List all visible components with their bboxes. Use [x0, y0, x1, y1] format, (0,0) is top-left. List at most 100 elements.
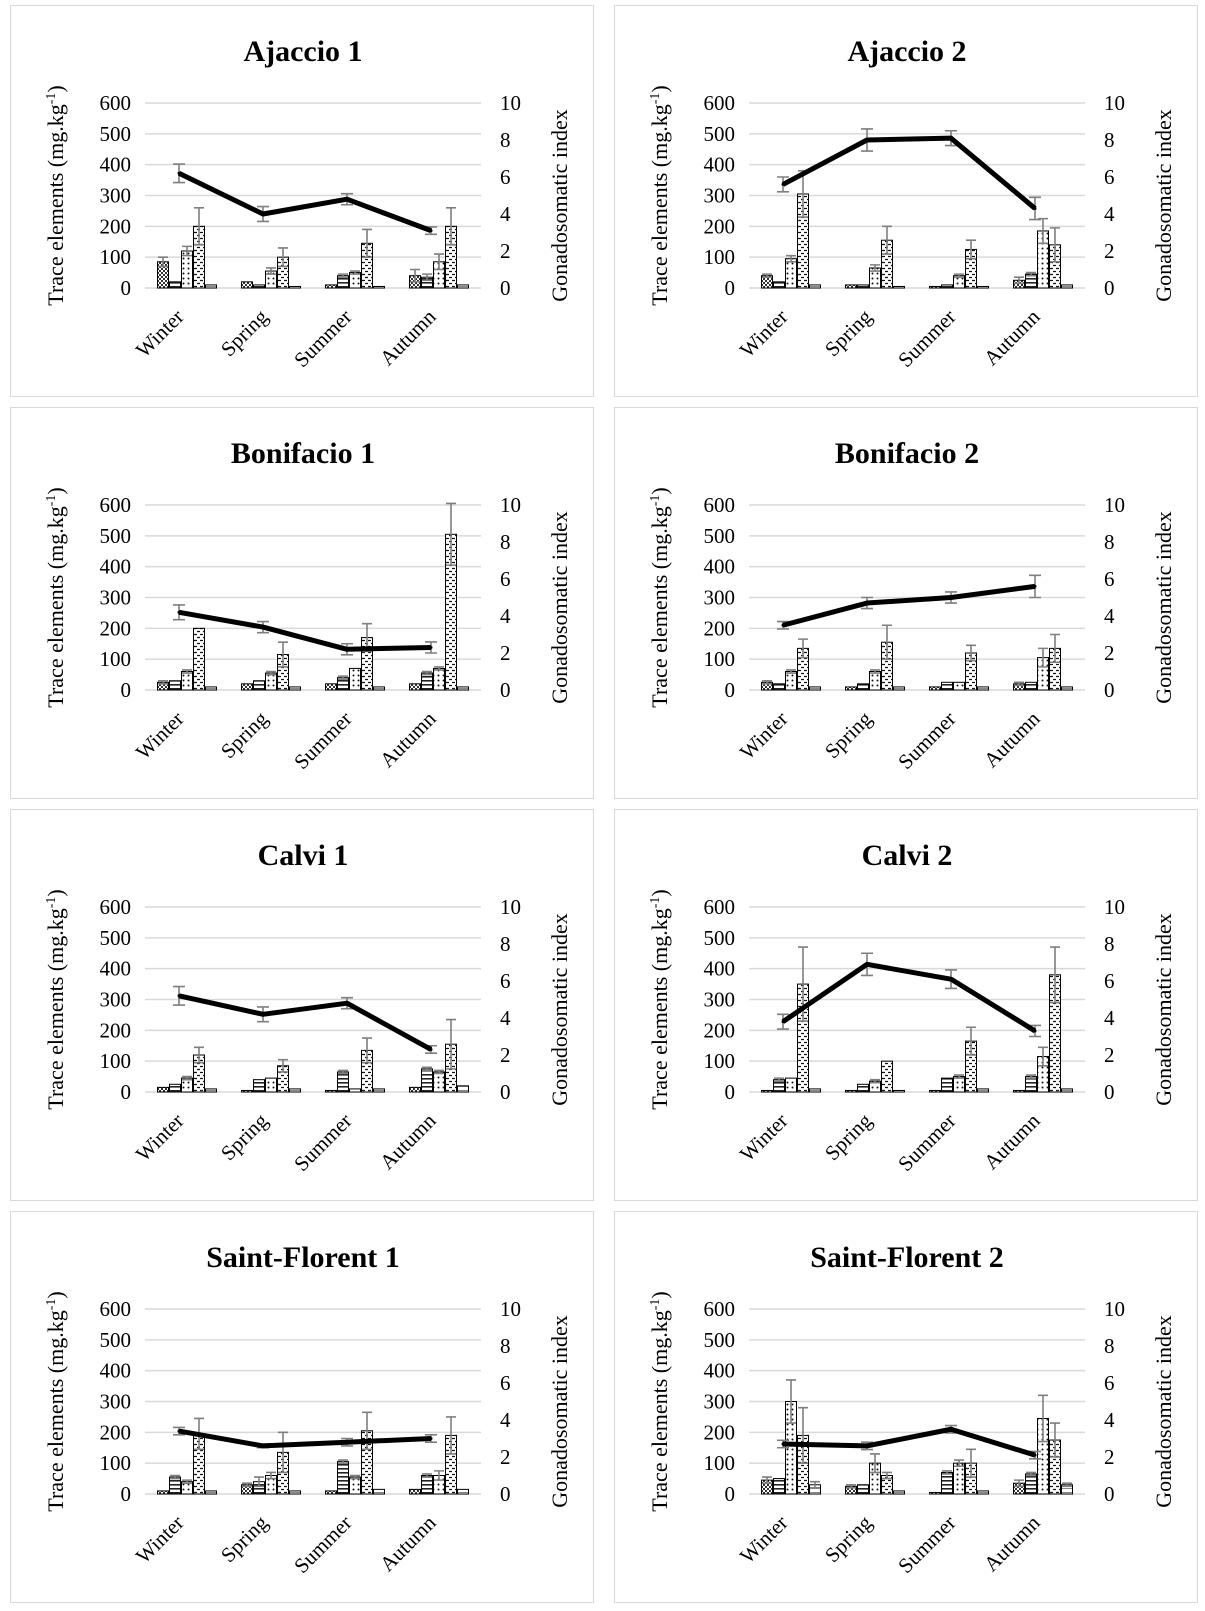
bar-summer-s2 [337, 1071, 349, 1093]
y2-axis-label: Gonadosomatic index [547, 109, 572, 301]
y2-axis-label: Gonadosomatic index [1151, 511, 1176, 703]
y-tick-label: 200 [704, 1420, 736, 1444]
error-bar [1050, 946, 1060, 1004]
y-tick-label: 600 [704, 91, 736, 115]
bar-winter-s4 [193, 627, 205, 691]
y-axis-label: Trace elements (mg.kg-1) [647, 1291, 672, 1511]
bar-spring-s2 [857, 1484, 869, 1495]
y-axis-label-close: ) [647, 1291, 672, 1298]
x-tick-label: Autumn [979, 1510, 1045, 1576]
y2-tick-label: 4 [500, 604, 511, 628]
y-tick-label: 0 [725, 678, 736, 702]
bar-summer-s2 [941, 284, 953, 289]
x-tick-label: Summer [289, 1109, 356, 1176]
error-bar [278, 247, 288, 268]
error-bar [422, 273, 432, 282]
y2-tick-label: 6 [500, 567, 511, 591]
y-tick-label: 300 [704, 1390, 736, 1414]
bar-summer-s5 [373, 686, 385, 691]
y-tick-label: 300 [100, 988, 132, 1012]
error-bar [350, 270, 360, 275]
y-tick-label: 200 [100, 1420, 132, 1444]
y-axis-label: Trace elements (mg.kg-1) [43, 487, 68, 707]
x-tick-label: Summer [893, 305, 960, 372]
line-point [865, 962, 869, 966]
line-point [781, 1442, 785, 1446]
y-axis-label: Trace elements (mg.kg-1) [647, 487, 672, 707]
y2-tick-label: 8 [500, 530, 511, 554]
bar-spring-s3 [265, 672, 277, 691]
bar-summer-s3 [349, 667, 361, 691]
y-axis-label-sup: -1 [648, 495, 663, 507]
error-bar [434, 666, 444, 671]
error-bar [158, 256, 168, 268]
line-point [429, 645, 433, 649]
y-axis-label-main: Trace elements (mg.kg [43, 506, 68, 707]
y2-tick-label: 10 [500, 91, 521, 115]
bar-summer-s2 [941, 1077, 953, 1093]
y2-tick-label: 6 [1104, 1371, 1115, 1395]
error-bar [278, 1058, 288, 1073]
gonadosomatic-index-line [178, 609, 432, 652]
chart-title: Calvi 2 [862, 839, 953, 872]
line-point [261, 1444, 265, 1448]
bar-summer-s1 [929, 1491, 941, 1495]
gonadosomatic-index-line [177, 171, 432, 233]
error-bar [966, 1448, 976, 1478]
y2-tick-label: 0 [1104, 1482, 1115, 1506]
error-bar [446, 502, 456, 566]
y2-tick-label: 10 [500, 1297, 521, 1321]
line-point [345, 197, 349, 201]
bar-spring-s2 [253, 284, 265, 289]
chart-svg: Calvi 1 0 100 200 300 400 500 600 0 2 4 6 8 10 Trace e… [43, 839, 572, 1176]
y2-tick-label: 6 [1104, 969, 1115, 993]
bar-spring-s5 [893, 686, 905, 691]
bar-autumn-s5 [457, 1488, 469, 1495]
error-bar [846, 1483, 856, 1489]
bar-spring-s1 [241, 1089, 253, 1093]
error-bar [1026, 1471, 1036, 1477]
line-point [261, 212, 265, 216]
gonadosomatic-index-line [782, 1426, 1036, 1458]
bar-spring-s5 [893, 1490, 905, 1495]
y2-tick-label: 4 [500, 202, 511, 226]
y-tick-label: 600 [704, 493, 736, 517]
bar-winter-s5 [205, 284, 217, 289]
bar-autumn-s5 [457, 686, 469, 691]
y2-tick-label: 8 [1104, 530, 1115, 554]
error-bar [182, 1075, 192, 1081]
error-bar [786, 669, 796, 674]
x-tick-label: Winter [131, 707, 189, 765]
line-point [949, 136, 953, 140]
line-point [949, 596, 953, 599]
error-bar [1026, 271, 1036, 277]
y2-axis-label: Gonadosomatic index [547, 913, 572, 1105]
y-tick-label: 500 [100, 122, 132, 146]
y2-tick-label: 6 [500, 969, 511, 993]
bar-winter-s3 [181, 671, 193, 691]
y-axis-label-sup: -1 [44, 495, 59, 507]
y2-tick-label: 10 [500, 493, 521, 517]
x-tick-label: Spring [216, 1510, 273, 1567]
bar-spring-s1 [845, 1089, 857, 1093]
error-bar [182, 245, 192, 257]
bar-autumn-s2 [421, 1475, 433, 1495]
y2-tick-label: 4 [500, 1408, 511, 1432]
y-tick-label: 100 [704, 647, 736, 671]
chart-title: Ajaccio 2 [847, 35, 966, 68]
y-tick-label: 300 [704, 184, 736, 208]
error-bar [158, 679, 168, 685]
bar-winter-s1 [761, 1089, 773, 1093]
y-tick-label: 500 [100, 1328, 132, 1352]
y-axis-label-main: Trace elements (mg.kg [647, 506, 672, 707]
bar-autumn-s1 [409, 1086, 421, 1093]
error-bar [446, 1416, 456, 1455]
y-axis-label-sup: -1 [648, 1299, 663, 1311]
bar-winter-s3 [785, 671, 797, 691]
y2-tick-label: 6 [500, 165, 511, 189]
chart-title: Bonifacio 2 [835, 437, 979, 470]
error-bar [966, 1026, 976, 1056]
y-tick-label: 0 [725, 1482, 736, 1506]
error-bar [870, 1078, 880, 1084]
error-bar [446, 207, 456, 246]
